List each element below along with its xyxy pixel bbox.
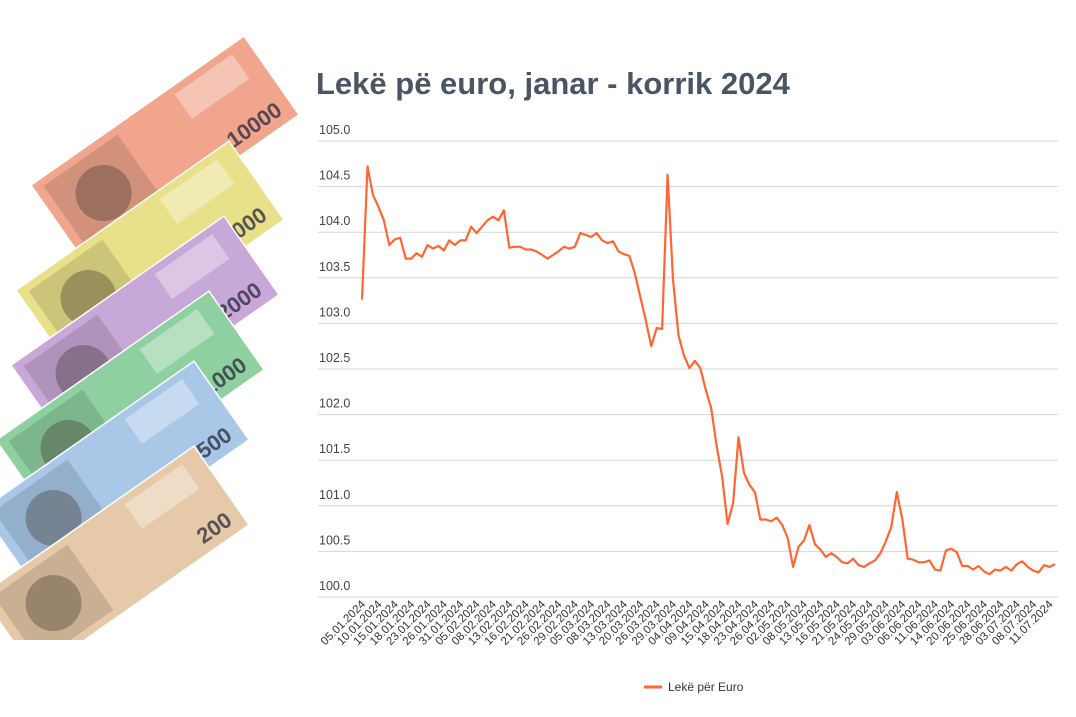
y-tick-label: 102.0 [319,397,350,411]
y-tick-label: 102.5 [319,351,350,365]
legend: Lekë për Euro [644,680,744,694]
y-tick-label: 104.0 [319,214,350,228]
series-line-leke-per-euro [360,165,1056,576]
y-tick-label: 104.5 [319,169,350,183]
y-tick-label: 105.0 [319,123,350,137]
chart-title: Lekë pë euro, janar - korrik 2024 [316,66,790,101]
y-tick-label: 101.0 [319,488,350,502]
banknote-10000: 10000 [29,35,300,265]
y-tick-label: 103.5 [319,260,350,274]
y-tick-label: 101.5 [319,442,350,456]
legend-label: Lekë për Euro [668,680,744,694]
y-tick-label: 100.0 [319,579,350,593]
y-tick-label: 103.0 [319,305,350,319]
banknote-200: 200 [0,445,251,640]
y-tick-label: 100.5 [319,533,350,547]
